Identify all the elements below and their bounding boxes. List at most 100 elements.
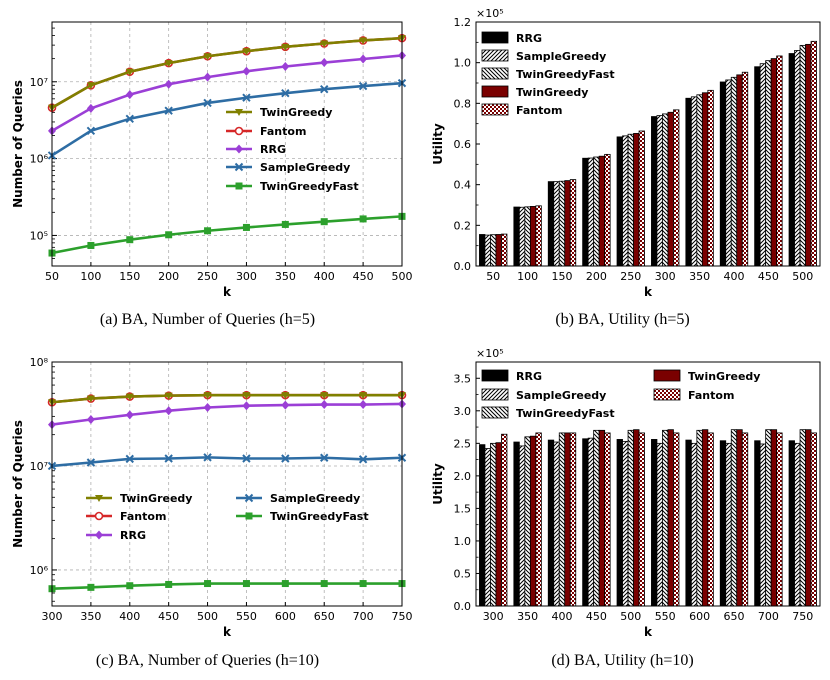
chart-c-xtick-label: 550 bbox=[236, 610, 257, 623]
chart-d-bar-rrg bbox=[616, 439, 623, 607]
chart-d-bar-fantom bbox=[638, 432, 645, 607]
chart-a-legend-marker bbox=[234, 162, 244, 172]
chart-c-legend-twingreedy: TwinGreedy bbox=[86, 492, 192, 505]
chart-c-legend-marker bbox=[95, 495, 103, 502]
chart-d-bar-samplegreedy bbox=[759, 443, 767, 607]
chart-b-legend-swatch bbox=[481, 85, 509, 98]
chart-c-ylabel: Number of Queries bbox=[11, 420, 25, 548]
chart-d-bar-twingreedy bbox=[529, 435, 537, 607]
chart-c-ytick-label: 10⁶ bbox=[30, 564, 49, 577]
chart-a-point bbox=[359, 215, 367, 223]
chart-b-bar-fantom bbox=[501, 233, 508, 267]
chart-c-point bbox=[320, 392, 329, 400]
chart-d-bar-fantom bbox=[501, 433, 508, 607]
chart-d-xtick-label: 450 bbox=[586, 610, 607, 623]
chart-d-ytick-label: 1.5 bbox=[454, 502, 472, 515]
chart-a-point bbox=[281, 89, 290, 98]
chart-d-legend-twingreedyfast: TwinGreedyFast bbox=[481, 406, 615, 420]
chart-a-point bbox=[125, 114, 134, 123]
chart-d-bar-twingreedyfast bbox=[524, 436, 531, 607]
chart-d-bar-twingreedy bbox=[667, 429, 674, 607]
chart-d-ylabel: Utility bbox=[431, 463, 445, 505]
chart-d-legend-label: Fantom bbox=[688, 389, 734, 402]
chart-d-xtick-label: 700 bbox=[758, 610, 779, 623]
chart-a-xtick-label: 150 bbox=[119, 270, 140, 283]
chart-b-xtick-label: 450 bbox=[758, 270, 779, 283]
chart-c-xtick-label: 450 bbox=[158, 610, 179, 623]
chart-d-legend-label: RRG bbox=[516, 370, 542, 383]
chart-a-legend-label: RRG bbox=[260, 143, 286, 156]
chart-c-xlabel: k bbox=[223, 625, 232, 639]
chart-c-point bbox=[281, 580, 289, 588]
chart-c-point bbox=[320, 453, 329, 462]
chart-d-legend-samplegreedy: SampleGreedy bbox=[481, 388, 606, 402]
chart-a-point bbox=[165, 231, 173, 239]
chart-b-bar-fantom bbox=[673, 109, 680, 267]
chart-b-bar-samplegreedy bbox=[553, 181, 560, 267]
chart-d-bar-twingreedyfast bbox=[799, 429, 806, 607]
chart-c-point bbox=[125, 454, 134, 464]
chart-a-series-twingreedyfast bbox=[48, 212, 406, 257]
chart-d-xtick-label: 350 bbox=[517, 610, 538, 623]
chart-c-point bbox=[87, 583, 95, 591]
chart-a-legend-fantom: Fantom bbox=[226, 125, 306, 138]
chart-b-bar-twingreedyfast bbox=[662, 113, 669, 267]
chart-b-bar-rrg bbox=[788, 53, 795, 267]
chart-b-bar-fantom bbox=[638, 130, 645, 267]
chart-b-legend-swatch bbox=[481, 67, 509, 80]
chart-c-xtick-label: 350 bbox=[80, 610, 101, 623]
chart-d-ytick-label: 0.0 bbox=[454, 600, 472, 613]
chart-d-legend-swatch bbox=[481, 388, 509, 401]
chart-d-ytick-label: 1.0 bbox=[454, 535, 472, 548]
chart-c-point bbox=[204, 580, 212, 588]
chart-b-bar-samplegreedy bbox=[656, 115, 663, 267]
chart-a-ytick-label: 10⁶ bbox=[30, 153, 49, 166]
chart-a-legend-marker bbox=[235, 182, 243, 190]
chart-d-bar-samplegreedy bbox=[794, 442, 801, 607]
chart-b-legend-rrg: RRG bbox=[481, 31, 542, 45]
chart-d-bar-rrg bbox=[547, 439, 555, 607]
chart-b-bar-fantom bbox=[741, 71, 749, 267]
chart-d-bar-twingreedyfast bbox=[730, 429, 738, 607]
chart-c-legend-marker bbox=[94, 511, 104, 521]
chart-c-point bbox=[242, 580, 250, 588]
chart-c-legend-samplegreedy: SampleGreedy bbox=[236, 492, 360, 505]
chart-b-legend-swatch bbox=[481, 49, 509, 62]
chart-d-bar-samplegreedy bbox=[587, 437, 595, 607]
chart-d-xtick-label: 400 bbox=[552, 610, 573, 623]
chart-d-bar-twingreedy bbox=[564, 432, 571, 607]
chart-c-legend-marker bbox=[244, 493, 254, 503]
chart-d-bar-rrg bbox=[685, 439, 692, 607]
chart-a-xtick-label: 250 bbox=[197, 270, 218, 283]
chart-d-bar-samplegreedy bbox=[725, 442, 732, 607]
chart-b-legend-swatch bbox=[481, 31, 509, 44]
chart-c-legend-fantom: Fantom bbox=[86, 510, 166, 523]
chart-b-ytick-label: 0.2 bbox=[454, 219, 472, 232]
chart-c-legend-label: SampleGreedy bbox=[270, 492, 360, 505]
chart-b-xtick-label: 250 bbox=[620, 270, 641, 283]
chart-d-frame bbox=[475, 361, 821, 607]
chart-d-legend-swatch bbox=[653, 369, 681, 382]
chart-a-point bbox=[320, 40, 329, 48]
chart-a-xtick-label: 500 bbox=[392, 270, 413, 283]
chart-c-point bbox=[320, 400, 329, 410]
chart-d-bar-rrg bbox=[754, 440, 761, 607]
chart-c-legend-rrg: RRG bbox=[86, 529, 146, 542]
chart-c-point bbox=[203, 392, 212, 400]
chart-a-legend-twingreedy: TwinGreedy bbox=[226, 106, 332, 119]
chart-b-bar-samplegreedy bbox=[484, 234, 491, 267]
chart-c-point bbox=[359, 400, 368, 410]
chart-d-bar-fantom bbox=[810, 432, 817, 607]
chart-d-bar-rrg bbox=[582, 438, 589, 607]
chart-d-bar-fantom bbox=[776, 432, 783, 607]
chart-b-xtick-label: 200 bbox=[586, 270, 607, 283]
chart-c-point bbox=[242, 401, 251, 411]
chart-a-point bbox=[203, 98, 212, 108]
chart-a-legend-label: Fantom bbox=[260, 125, 306, 138]
chart-b-bar-twingreedy bbox=[701, 92, 709, 267]
chart-b-bar-fantom bbox=[604, 153, 611, 267]
chart-c-point bbox=[203, 403, 212, 413]
chart-c-point bbox=[281, 454, 290, 463]
chart-a-point bbox=[86, 103, 95, 113]
